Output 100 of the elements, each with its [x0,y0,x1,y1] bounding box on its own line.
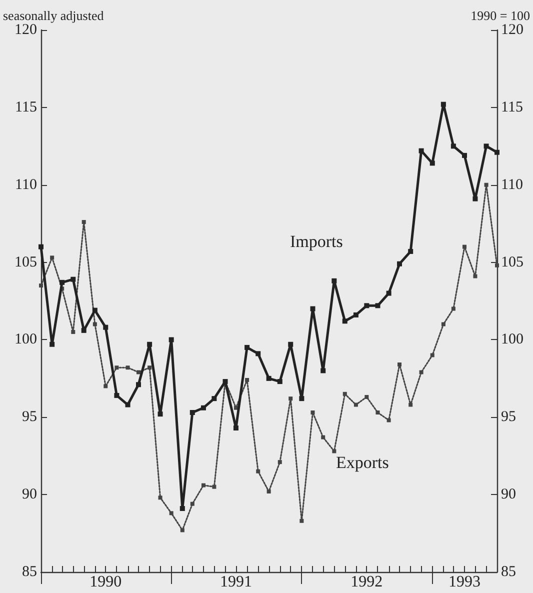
series-label: Imports [290,232,343,251]
point [495,263,499,268]
point [321,435,326,440]
x-tick-label: 1991 [220,574,252,590]
y-axis-title: seasonally adjusted [3,8,104,23]
y2-tick-label: 90 [501,486,516,503]
point [256,351,261,356]
point [277,379,282,384]
y2-tick-label: 95 [501,409,516,426]
point [158,412,163,417]
point [288,396,293,401]
point [70,276,76,282]
point [484,144,489,149]
point [114,392,120,398]
y-tick-label: 120 [14,22,37,38]
point [148,366,152,370]
y2-tick-label: 120 [501,22,524,38]
point [190,502,194,506]
point [244,344,250,350]
point [408,402,413,407]
point [39,284,43,288]
y-tick-label: 105 [14,254,37,270]
point [418,148,424,154]
series-label: Exports [336,453,389,472]
point [386,418,391,422]
point [50,256,54,260]
point [266,376,272,381]
point [169,511,174,516]
point [256,469,260,474]
point [180,506,185,512]
y2-tick-label: 115 [501,99,523,116]
point [147,342,152,347]
point [288,342,294,347]
point [354,402,358,407]
point [71,330,76,334]
y2-tick-label: 100 [501,332,524,348]
point [60,280,65,285]
point [397,261,402,266]
point [212,484,216,489]
point [342,392,347,396]
point [473,274,478,278]
point [278,460,282,464]
point [201,483,206,488]
point [375,303,380,308]
point [419,370,424,374]
point [430,160,435,166]
y-tick-label: 85 [22,564,37,580]
y2-axis-title: 1990 = 100 [470,8,530,23]
point [332,449,336,454]
point [266,489,271,494]
point [398,362,402,366]
point [440,102,446,107]
point [451,306,456,311]
point [92,308,98,313]
point [125,402,130,408]
point [342,318,348,324]
y2-tick-label: 85 [501,564,516,580]
point [430,353,434,358]
point [376,410,380,414]
point [180,528,184,532]
x-tick-label: 1993 [448,574,481,590]
point [484,182,488,187]
point [472,196,478,202]
point [126,366,130,370]
point [92,322,97,326]
point [50,342,55,347]
point [320,368,326,374]
point [386,290,392,296]
point [494,150,500,155]
y2-tick-label: 105 [501,254,524,270]
point [200,405,206,410]
point [462,244,467,249]
point [136,382,141,388]
point [408,248,414,254]
point [103,324,108,330]
y-tick-label: 115 [15,99,37,116]
point [364,395,369,400]
x-tick-label: 1992 [350,574,383,590]
x-tick-label: 1990 [90,574,122,590]
point [81,328,86,333]
y-tick-label: 95 [22,409,37,426]
point [353,312,358,318]
point [38,244,44,250]
point [158,496,162,500]
point [441,322,446,326]
y2-tick-label: 110 [501,176,523,193]
point [212,396,217,402]
point [310,306,316,312]
point [82,220,86,224]
point [310,410,315,414]
point [168,337,174,342]
y-tick-label: 90 [22,486,37,503]
y-tick-label: 110 [15,176,37,193]
point [190,410,195,415]
point [299,396,304,402]
point [462,152,468,158]
point [364,303,370,308]
point [114,366,119,370]
point [332,278,337,284]
point [450,144,456,149]
